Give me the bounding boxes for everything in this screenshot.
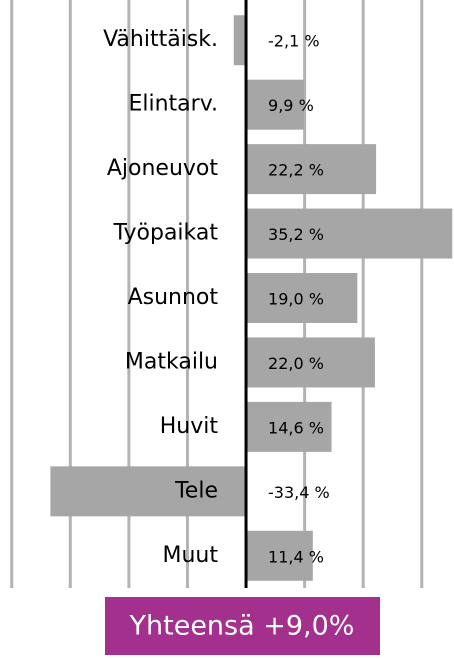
value-label: 11,4 %: [268, 547, 324, 566]
value-label: 9,9 %: [268, 96, 314, 115]
value-label: 19,0 %: [268, 290, 324, 309]
bar: [50, 466, 247, 517]
category-label: Asunnot: [128, 285, 219, 310]
bar: [246, 337, 375, 388]
value-label: 35,2 %: [268, 225, 324, 244]
bar: [246, 273, 358, 323]
value-label: -33,4 %: [268, 483, 330, 502]
category-label: Matkailu: [125, 349, 218, 374]
category-label: Muut: [163, 543, 219, 568]
category-label: Elintarv.: [128, 92, 218, 117]
category-label: Ajoneuvot: [107, 156, 219, 181]
value-label: 14,6 %: [268, 418, 324, 437]
total-label: Yhteensä +9,0%: [129, 611, 355, 642]
bar: [246, 208, 453, 259]
bar: [246, 401, 332, 452]
bar: [246, 530, 313, 581]
category-label: Tele: [174, 478, 218, 503]
category-label: Työpaikat: [112, 221, 218, 246]
category-label: Vähittäisk.: [103, 27, 218, 52]
total-box: [105, 597, 380, 655]
bar: [246, 79, 305, 130]
value-label: -2,1 %: [268, 32, 320, 51]
bar: [233, 15, 247, 66]
category-label: Huvit: [160, 414, 219, 439]
bar: [246, 144, 377, 195]
value-label: 22,0 %: [268, 354, 324, 373]
value-label: 22,2 %: [268, 161, 324, 180]
